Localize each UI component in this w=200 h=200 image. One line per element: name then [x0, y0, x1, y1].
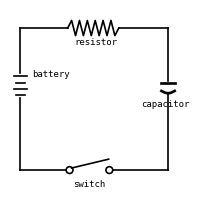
Text: switch: switch: [73, 180, 106, 189]
Text: resistor: resistor: [75, 38, 118, 47]
Text: battery: battery: [32, 70, 69, 79]
Text: capacitor: capacitor: [142, 100, 190, 109]
